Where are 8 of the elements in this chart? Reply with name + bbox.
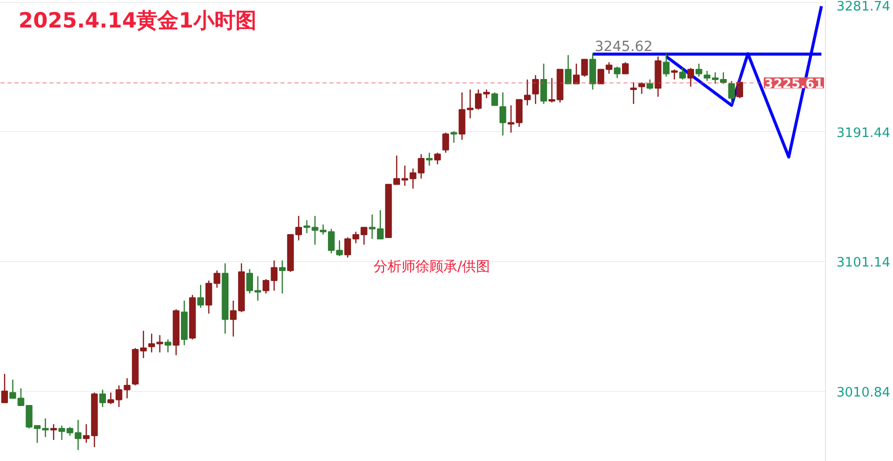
ref-line-label: 3225.61	[764, 76, 824, 92]
y-tick-label: 3191.44	[836, 126, 890, 141]
annotation: 3245.62	[594, 39, 653, 56]
chart-title: 2025.4.14黄金1小时图	[18, 8, 256, 32]
y-tick-label: 3010.84	[836, 385, 890, 400]
annotation: 分析师徐顾承/供图	[373, 258, 490, 275]
y-tick-label: 3281.74	[836, 0, 890, 14]
y-tick-label: 3101.14	[836, 256, 890, 271]
